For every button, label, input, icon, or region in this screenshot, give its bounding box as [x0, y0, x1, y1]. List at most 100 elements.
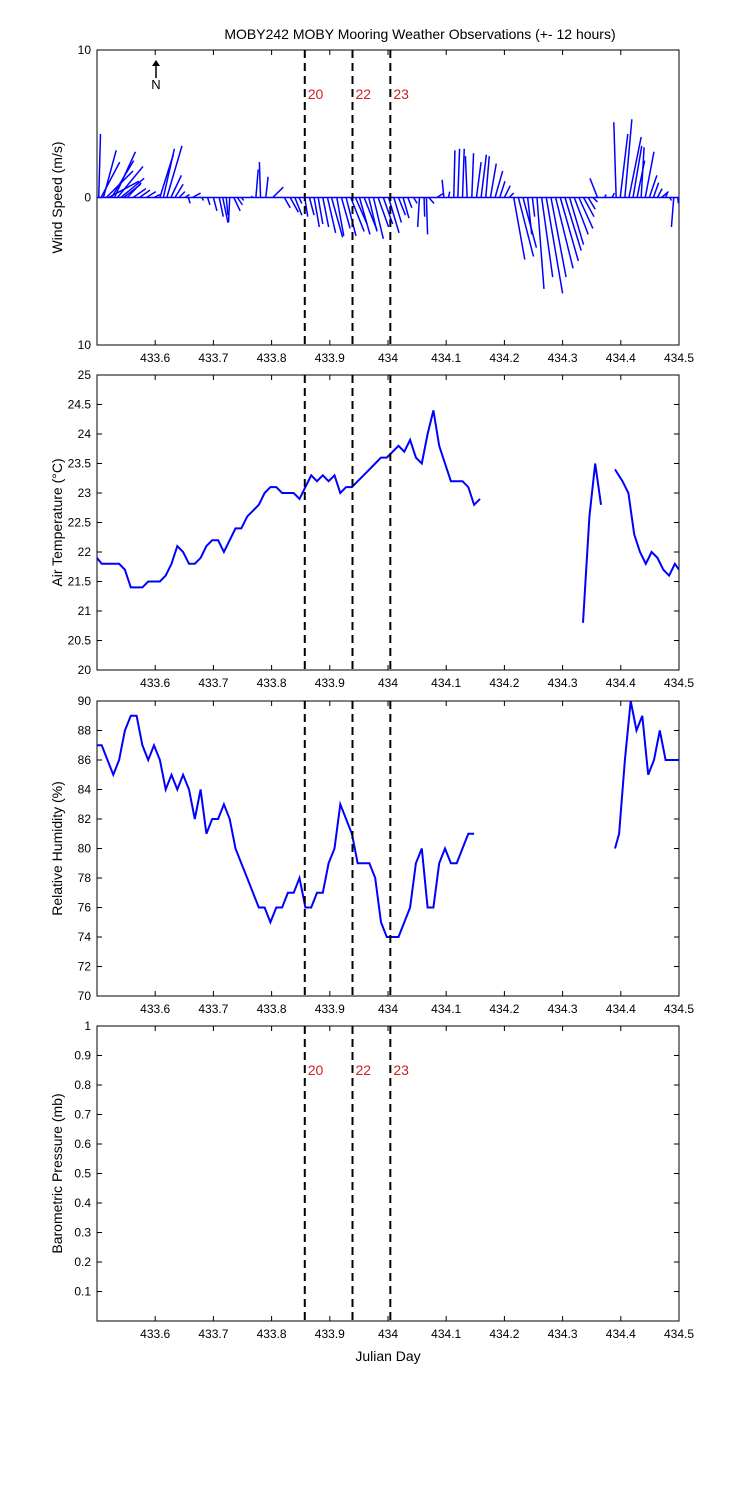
- wind-vector: [436, 192, 445, 199]
- wind-vector: [377, 197, 390, 228]
- x-tick-label: 434: [378, 676, 398, 690]
- y-tick-label: 74: [78, 930, 92, 944]
- x-tick-label: 433.6: [140, 1002, 170, 1016]
- x-tick-label: 433.9: [315, 1327, 345, 1341]
- wind-vector: [345, 197, 357, 237]
- wind-vector: [582, 197, 595, 218]
- wind-vector: [677, 197, 679, 204]
- event-marker-label: 23: [393, 1062, 409, 1078]
- x-tick-label: 433.7: [198, 676, 228, 690]
- plot-frame: [96, 1025, 680, 1322]
- wind-vector: [471, 153, 475, 198]
- wind-vector: [485, 156, 491, 198]
- wind-vector: [340, 197, 351, 229]
- wind-vector: [258, 162, 262, 198]
- wind-vector: [592, 196, 599, 203]
- y-tick-label: 72: [78, 960, 92, 974]
- wind-vector: [358, 197, 371, 235]
- event-marker-label: 20: [308, 86, 324, 102]
- wind-vector: [113, 151, 137, 198]
- plot-frame: [96, 374, 680, 671]
- wind-vector: [517, 197, 535, 257]
- x-tick-label: 434.5: [664, 1002, 694, 1016]
- x-tick-label: 434.2: [489, 1327, 519, 1341]
- wind-vector: [640, 147, 645, 198]
- wind-vector: [289, 197, 300, 213]
- wind-vector: [372, 197, 385, 239]
- wind-vector: [540, 197, 554, 278]
- series-wind: [97, 119, 679, 294]
- y-tick-label: 0.3: [74, 1226, 91, 1240]
- wind-vector: [587, 197, 596, 210]
- y-axis-label: Barometric Pressure (mb): [49, 1093, 65, 1253]
- y-tick-label: 25: [78, 368, 92, 382]
- x-tick-label: 433.7: [198, 1327, 228, 1341]
- x-tick-label: 434.5: [664, 351, 694, 365]
- wind-vector: [664, 192, 669, 198]
- wind-vector: [475, 162, 482, 198]
- plot-frame: [96, 700, 680, 997]
- wind-vector: [184, 193, 190, 199]
- x-tick-label: 434.3: [548, 351, 578, 365]
- y-tick-label: 22: [78, 545, 92, 559]
- wind-vector: [240, 197, 245, 201]
- wind-vector: [628, 136, 642, 198]
- x-tick-label: 433.6: [140, 676, 170, 690]
- wind-vector: [162, 148, 176, 198]
- y-tick-label: 0.7: [74, 1108, 91, 1122]
- x-tick-label: 433.8: [257, 1327, 287, 1341]
- wind-vector: [402, 197, 410, 219]
- x-tick-label: 433.8: [257, 676, 287, 690]
- y-axis-label: Relative Humidity (%): [49, 781, 65, 916]
- y-tick-label: 80: [78, 842, 92, 856]
- y-tick-label: 1: [84, 1019, 91, 1033]
- wind-vector: [512, 197, 526, 260]
- wind-vector: [531, 197, 536, 217]
- x-tick-label: 434.4: [606, 1002, 636, 1016]
- wind-vector: [428, 197, 435, 204]
- wind-vector: [387, 197, 400, 234]
- wind-vector: [250, 195, 253, 198]
- wind-vector: [308, 197, 315, 216]
- wind-vector: [573, 197, 589, 235]
- chart-title: MOBY242 MOBY Mooring Weather Observation…: [224, 26, 615, 42]
- wind-vector: [447, 191, 451, 198]
- x-tick-label: 433.8: [257, 351, 287, 365]
- wind-vector: [632, 145, 643, 198]
- wind-vector: [272, 186, 284, 199]
- y-tick-label: 0.2: [74, 1255, 91, 1269]
- wind-vector: [255, 169, 259, 198]
- panel-pressure: 433.6 433.7 433.8 433.9 434 434.1 434.2 434.3 43…: [49, 1019, 694, 1364]
- y-tick-label: 24.5: [68, 398, 92, 412]
- x-tick-label: 434.5: [664, 676, 694, 690]
- y-axis-label: Air Temperature (°C): [49, 458, 65, 586]
- x-tick-label: 433.6: [140, 351, 170, 365]
- wind-vector: [174, 183, 184, 198]
- y-tick-label: 23: [78, 486, 92, 500]
- x-tick-label: 433.7: [198, 351, 228, 365]
- wind-vector: [212, 197, 218, 211]
- wind-vector: [97, 134, 102, 198]
- y-tick-label: 21: [78, 604, 92, 618]
- wind-vector: [317, 197, 324, 225]
- wind-vector: [578, 197, 594, 229]
- wind-vector: [294, 197, 303, 216]
- x-tick-label: 433.9: [315, 351, 345, 365]
- wind-vector: [322, 197, 330, 228]
- wind-vector: [461, 148, 465, 198]
- wind-vector: [100, 161, 121, 198]
- wind-vector: [201, 197, 205, 201]
- wind-vector: [298, 197, 303, 204]
- wind-vector: [326, 197, 337, 234]
- x-tick-label: 434: [378, 1327, 398, 1341]
- wind-vector: [192, 192, 201, 199]
- series-line: [97, 410, 481, 589]
- y-tick-label: 90: [78, 694, 92, 708]
- series-line: [614, 701, 679, 849]
- panel-rh: 433.6 433.7 433.8 433.9 434 434.1 434.2 434.3 43…: [49, 694, 694, 1016]
- event-marker-label: 23: [393, 86, 409, 102]
- wind-vector: [225, 197, 229, 216]
- x-tick-label: 434.1: [431, 676, 461, 690]
- y-tick-label: 21.5: [68, 575, 92, 589]
